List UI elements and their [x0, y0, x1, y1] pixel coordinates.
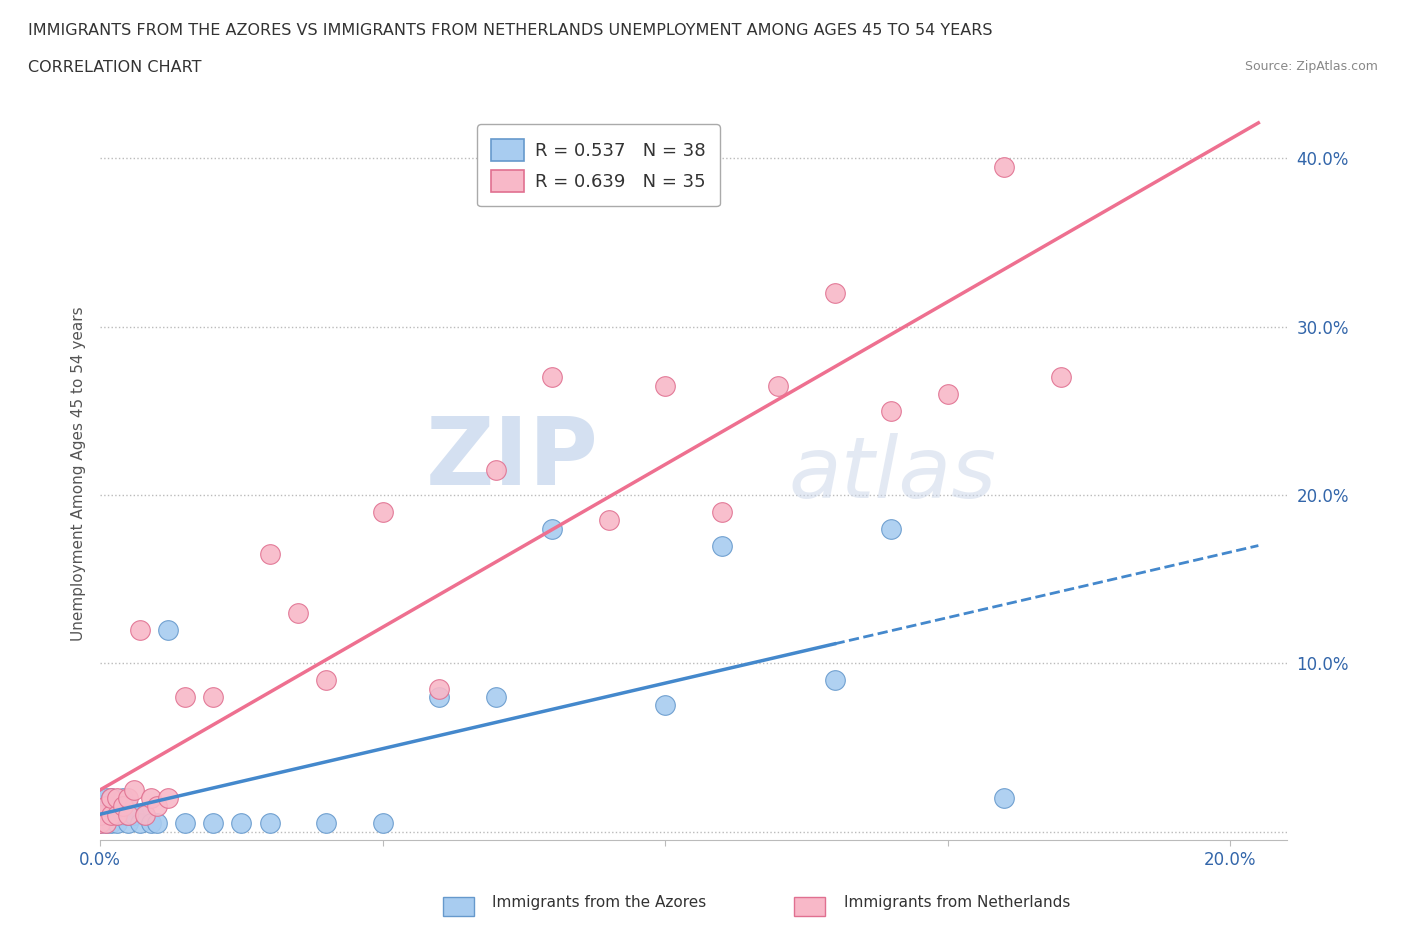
Point [485, 462, 508, 477]
Point [94, 790, 117, 805]
Legend: R = 0.537   N = 38, R = 0.639   N = 35: R = 0.537 N = 38, R = 0.639 N = 35 [477, 125, 720, 206]
Point [654, 379, 676, 393]
Point [105, 807, 128, 822]
Point [89, 816, 111, 830]
Point [598, 512, 620, 527]
Point [259, 547, 281, 562]
Point [117, 790, 139, 805]
Point [145, 799, 167, 814]
Point [993, 790, 1015, 805]
Text: CORRELATION CHART: CORRELATION CHART [28, 60, 201, 75]
Point [111, 799, 134, 814]
Point [710, 504, 733, 519]
Point [94, 799, 117, 814]
Point [117, 807, 139, 822]
Point [173, 816, 195, 830]
Point [94, 816, 117, 830]
Point [134, 807, 156, 822]
Point [541, 370, 564, 385]
Text: Immigrants from the Azores: Immigrants from the Azores [492, 895, 706, 910]
Point [100, 790, 122, 805]
Point [145, 816, 167, 830]
Text: ZIP: ZIP [426, 414, 599, 505]
Point [105, 799, 128, 814]
Text: atlas: atlas [789, 432, 997, 515]
Point [541, 522, 564, 537]
Point [485, 689, 508, 704]
Point [105, 807, 128, 822]
Point [128, 622, 150, 637]
Point [94, 816, 117, 830]
Point [880, 522, 903, 537]
Text: Immigrants from Netherlands: Immigrants from Netherlands [844, 895, 1070, 910]
Y-axis label: Unemployment Among Ages 45 to 54 years: Unemployment Among Ages 45 to 54 years [72, 307, 86, 642]
Point [427, 689, 450, 704]
Point [315, 672, 337, 687]
Point [117, 799, 139, 814]
Point [100, 816, 122, 830]
Point [105, 790, 128, 805]
Point [710, 538, 733, 553]
Point [89, 790, 111, 805]
Text: Source: ZipAtlas.com: Source: ZipAtlas.com [1244, 60, 1378, 73]
Point [936, 387, 959, 402]
Point [105, 816, 128, 830]
Point [89, 816, 111, 830]
Point [766, 379, 789, 393]
Point [134, 807, 156, 822]
Point [139, 790, 162, 805]
Point [111, 790, 134, 805]
Point [117, 807, 139, 822]
Point [100, 807, 122, 822]
Point [128, 816, 150, 830]
Point [89, 807, 111, 822]
Point [231, 816, 253, 830]
Point [654, 698, 676, 713]
Point [89, 807, 111, 822]
Point [94, 807, 117, 822]
Point [122, 807, 145, 822]
Point [100, 790, 122, 805]
Point [111, 807, 134, 822]
Point [139, 816, 162, 830]
Point [371, 816, 394, 830]
Point [259, 816, 281, 830]
Point [1049, 370, 1071, 385]
Point [993, 159, 1015, 174]
Point [156, 790, 179, 805]
Point [173, 689, 195, 704]
Point [880, 404, 903, 418]
Point [100, 807, 122, 822]
Point [371, 504, 394, 519]
Point [427, 681, 450, 696]
Point [202, 689, 225, 704]
Point [315, 816, 337, 830]
Text: IMMIGRANTS FROM THE AZORES VS IMMIGRANTS FROM NETHERLANDS UNEMPLOYMENT AMONG AGE: IMMIGRANTS FROM THE AZORES VS IMMIGRANTS… [28, 23, 993, 38]
Point [287, 605, 309, 620]
Point [122, 782, 145, 797]
Point [202, 816, 225, 830]
Point [156, 622, 179, 637]
Point [824, 672, 846, 687]
Point [824, 286, 846, 300]
Point [94, 799, 117, 814]
Point [117, 816, 139, 830]
